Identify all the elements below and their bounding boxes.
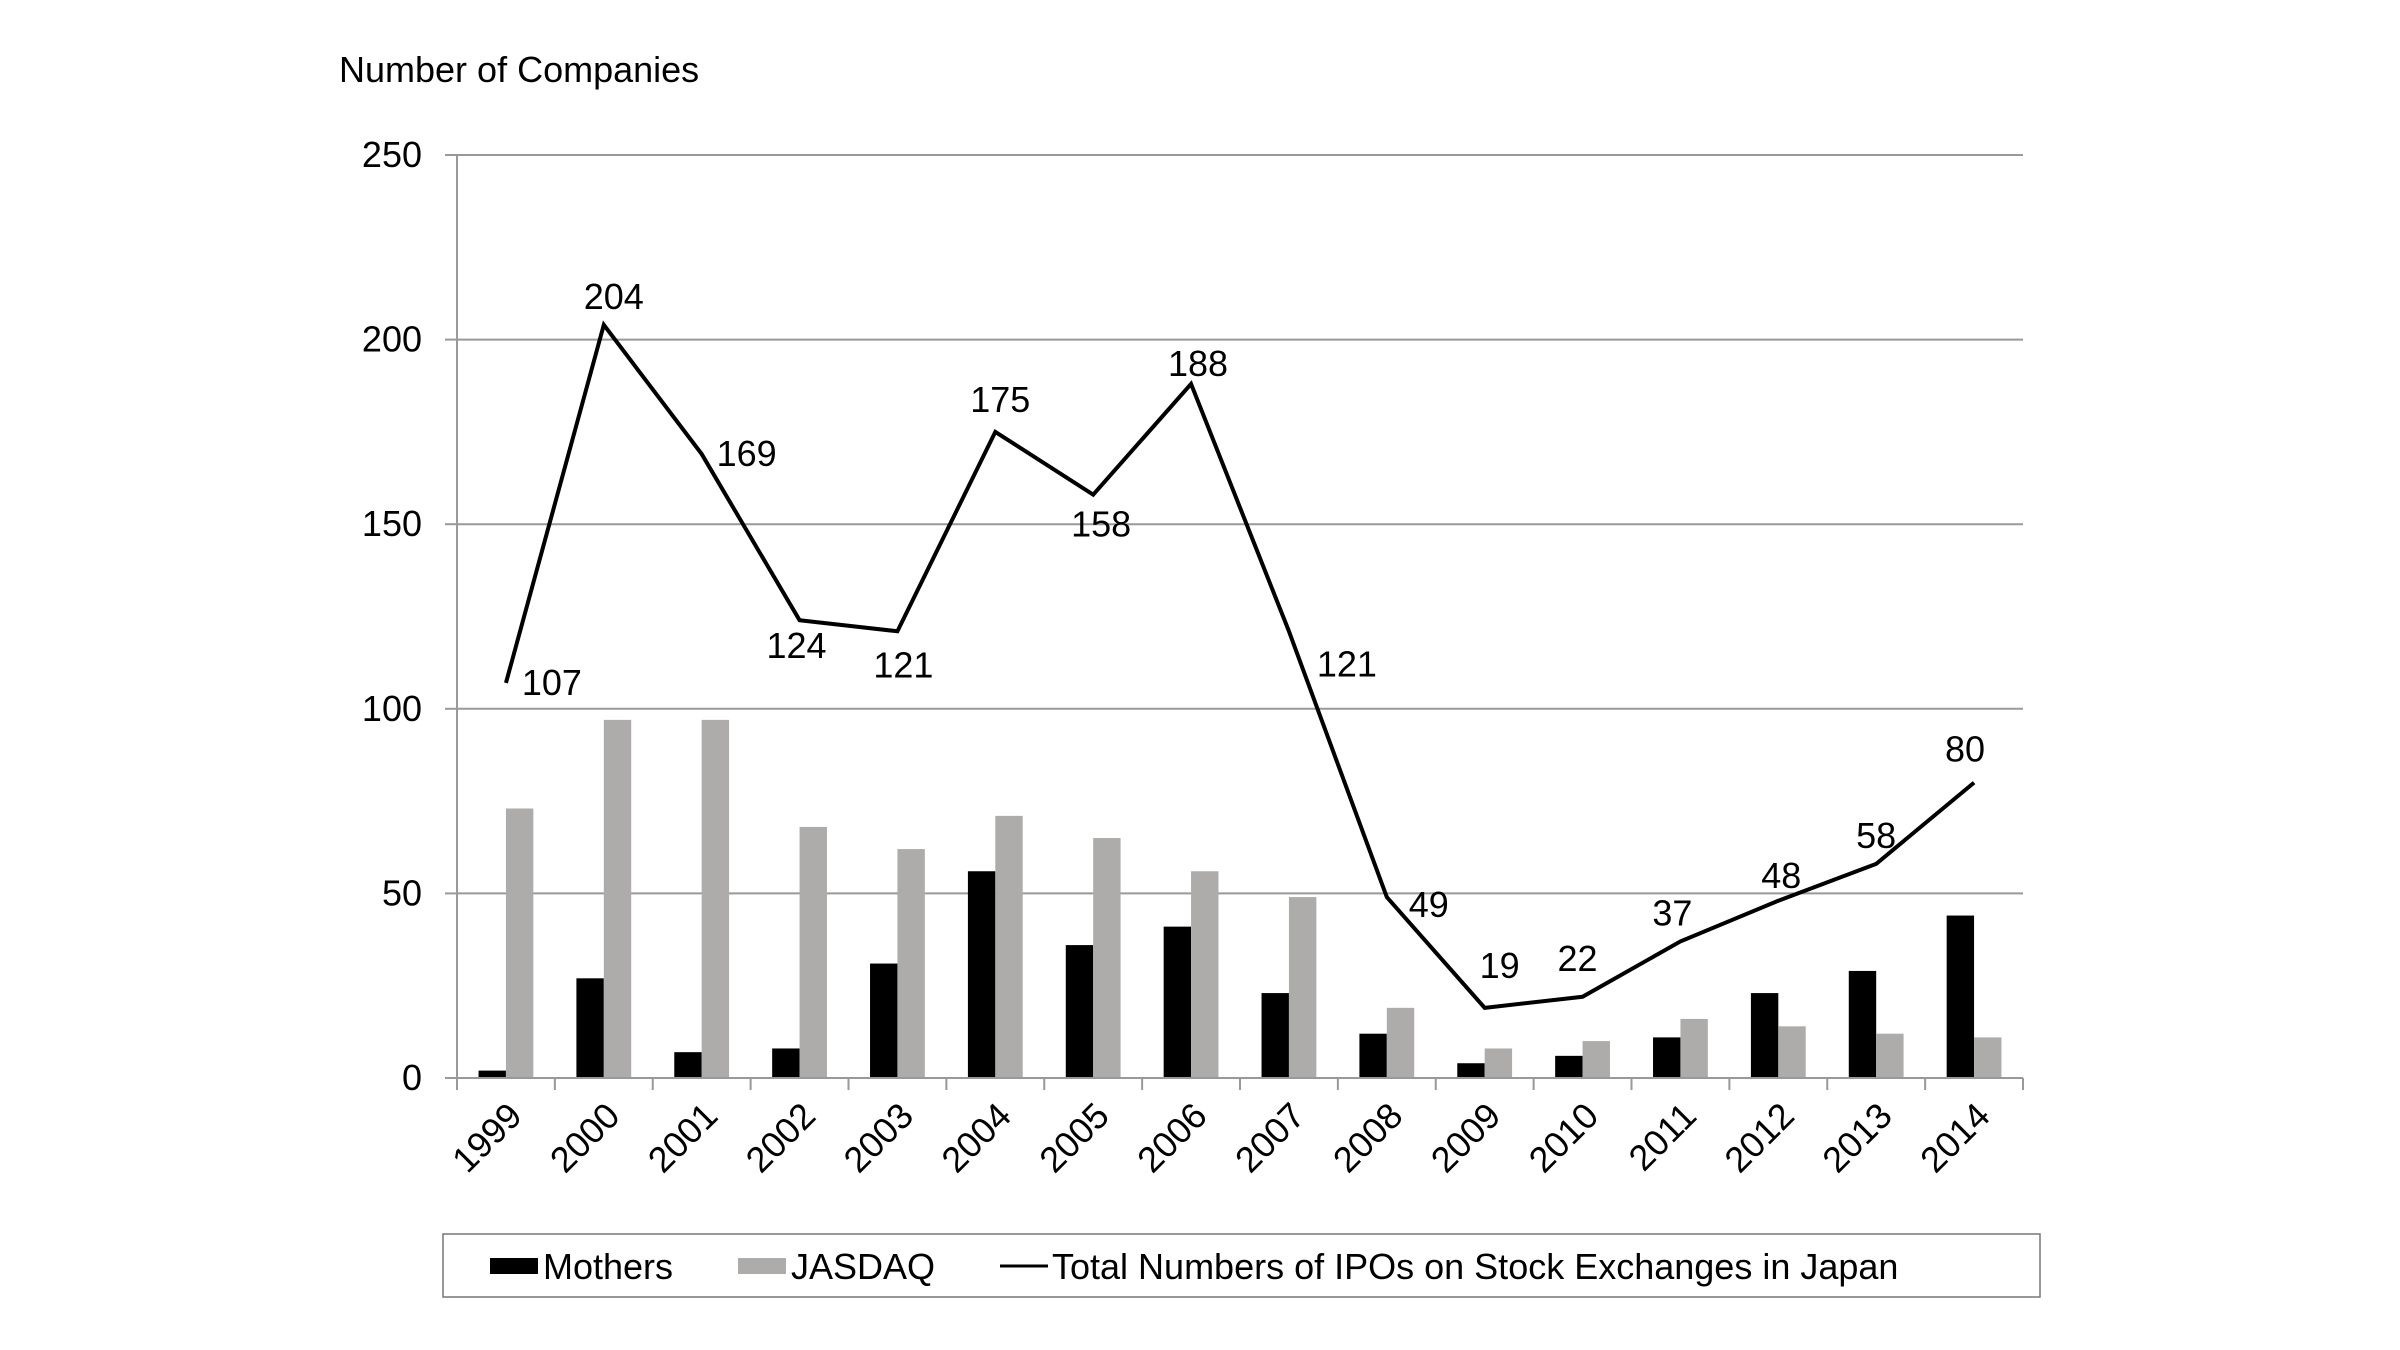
data-label-total: 124 bbox=[767, 625, 827, 666]
data-label-total: 175 bbox=[970, 379, 1030, 420]
bar-jasdaq bbox=[799, 826, 827, 1078]
legend: Mothers JASDAQ Total Numbers of IPOs on … bbox=[442, 1233, 2041, 1298]
x-tick-label: 2014 bbox=[1912, 1095, 1998, 1181]
x-tick-label: 2000 bbox=[542, 1095, 628, 1181]
bar-jasdaq bbox=[603, 719, 632, 1078]
bar-mothers bbox=[1163, 926, 1192, 1078]
bar-jasdaq bbox=[505, 808, 534, 1078]
bar-mothers bbox=[1261, 993, 1289, 1078]
y-tick-label: 200 bbox=[362, 319, 422, 360]
data-label-total: 80 bbox=[1945, 729, 1985, 770]
bar-mothers bbox=[1750, 993, 1779, 1078]
bar-jasdaq bbox=[1582, 1041, 1610, 1078]
x-tick-label: 2005 bbox=[1031, 1095, 1117, 1181]
bar-jasdaq bbox=[1484, 1048, 1513, 1078]
data-label-total: 48 bbox=[1761, 855, 1801, 896]
bar-mothers bbox=[478, 1070, 506, 1078]
data-label-total: 204 bbox=[584, 276, 644, 317]
bar-jasdaq bbox=[1093, 838, 1121, 1078]
bar-mothers bbox=[1359, 1033, 1387, 1078]
bar-jasdaq bbox=[897, 849, 925, 1078]
bar-mothers bbox=[576, 978, 604, 1078]
bar-jasdaq bbox=[1680, 1018, 1708, 1078]
bar-mothers bbox=[674, 1052, 702, 1078]
legend-label-jasdaq: JASDAQ bbox=[791, 1246, 935, 1287]
data-label-total: 121 bbox=[1317, 643, 1377, 684]
y-tick-label: 150 bbox=[362, 503, 422, 544]
x-tick-label: 1999 bbox=[444, 1095, 530, 1181]
legend-label-mothers: Mothers bbox=[543, 1246, 673, 1287]
data-label-total: 19 bbox=[1480, 945, 1520, 986]
y-axis-title: Number of Companies bbox=[339, 49, 699, 90]
x-tick-label: 2002 bbox=[738, 1095, 824, 1181]
data-label-total: 158 bbox=[1071, 504, 1131, 545]
bar-mothers bbox=[1457, 1063, 1485, 1078]
legend-label-total: Total Numbers of IPOs on Stock Exchanges… bbox=[1052, 1246, 1898, 1287]
data-label-total: 22 bbox=[1558, 938, 1598, 979]
bar-jasdaq bbox=[1288, 897, 1317, 1078]
bar-mothers bbox=[1848, 970, 1877, 1078]
bar-jasdaq bbox=[1778, 1026, 1806, 1078]
y-tick-label: 100 bbox=[362, 688, 422, 729]
bar-jasdaq bbox=[701, 719, 730, 1078]
bar-mothers bbox=[1555, 1055, 1583, 1078]
x-tick-label: 2007 bbox=[1227, 1095, 1313, 1181]
data-label-total: 121 bbox=[873, 644, 933, 685]
x-tick-label: 2004 bbox=[933, 1095, 1019, 1181]
bar-jasdaq bbox=[995, 815, 1023, 1078]
y-tick-label: 250 bbox=[362, 134, 422, 175]
bar-mothers bbox=[1653, 1037, 1681, 1078]
x-tick-label: 2003 bbox=[835, 1095, 921, 1181]
x-tick-label: 2006 bbox=[1129, 1095, 1215, 1181]
legend-swatch-jasdaq bbox=[738, 1258, 786, 1274]
bar-jasdaq bbox=[1876, 1033, 1904, 1078]
data-label-total: 188 bbox=[1168, 343, 1228, 384]
data-label-total: 169 bbox=[717, 433, 777, 474]
line-total-ipos bbox=[504, 320, 1976, 1010]
data-label-total: 37 bbox=[1652, 892, 1692, 933]
data-label-total: 107 bbox=[522, 662, 582, 703]
bar-mothers bbox=[870, 963, 898, 1078]
legend-swatch-mothers bbox=[490, 1258, 538, 1274]
y-tick-label: 50 bbox=[382, 872, 422, 913]
bar-mothers bbox=[1065, 945, 1094, 1078]
x-tick-label: 2010 bbox=[1521, 1095, 1607, 1181]
x-tick-label: 2008 bbox=[1325, 1095, 1411, 1181]
bar-mothers bbox=[1946, 915, 1975, 1078]
x-tick-label: 2013 bbox=[1814, 1095, 1900, 1181]
data-label-total: 49 bbox=[1409, 884, 1449, 925]
x-tick-label: 2012 bbox=[1716, 1095, 1802, 1181]
x-tick-label: 2009 bbox=[1423, 1095, 1509, 1181]
bar-mothers bbox=[772, 1048, 800, 1078]
data-label-total: 58 bbox=[1856, 815, 1896, 856]
x-tick-label: 2011 bbox=[1620, 1095, 1704, 1179]
bar-jasdaq bbox=[1974, 1037, 2002, 1078]
bar-mothers bbox=[967, 871, 996, 1078]
bar-jasdaq bbox=[1191, 871, 1219, 1078]
x-tick-label: 2001 bbox=[640, 1095, 726, 1181]
legend-box bbox=[442, 1233, 2041, 1298]
y-tick-label: 0 bbox=[402, 1057, 422, 1098]
bar-jasdaq bbox=[1386, 1007, 1415, 1078]
